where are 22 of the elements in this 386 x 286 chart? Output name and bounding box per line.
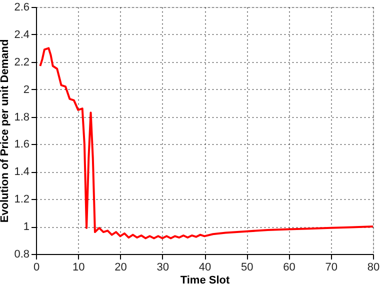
- y-tick-label: 1.2: [14, 194, 30, 206]
- x-tick-label: 20: [114, 262, 127, 274]
- y-tick-label: 2.6: [14, 2, 30, 14]
- x-axis-title: Time Slot: [180, 274, 230, 286]
- y-tick-label: 2.4: [14, 28, 30, 41]
- x-tick-label: 0: [33, 262, 40, 274]
- y-tick-label: 2: [23, 84, 30, 96]
- y-tick-label: 2.2: [14, 56, 30, 68]
- x-tick-label: 60: [283, 262, 296, 274]
- line-series: [39, 47, 373, 240]
- x-tick-label: 40: [198, 262, 212, 274]
- y-tick-label: 1: [23, 221, 30, 234]
- x-tick-label: 50: [241, 262, 254, 274]
- y-tick-label: 0.8: [14, 248, 30, 260]
- y-tick-label: 1.6: [14, 138, 30, 151]
- x-tick-label: 30: [156, 262, 169, 274]
- x-tick-label: 80: [367, 262, 380, 274]
- y-axis-title: Evolution of Price per unit Demand: [0, 39, 12, 223]
- x-tick-label: 70: [325, 262, 338, 274]
- x-tick-label: 10: [72, 262, 85, 274]
- y-tick-label: 1.4: [14, 166, 30, 178]
- y-tick-label: 1.8: [14, 111, 30, 124]
